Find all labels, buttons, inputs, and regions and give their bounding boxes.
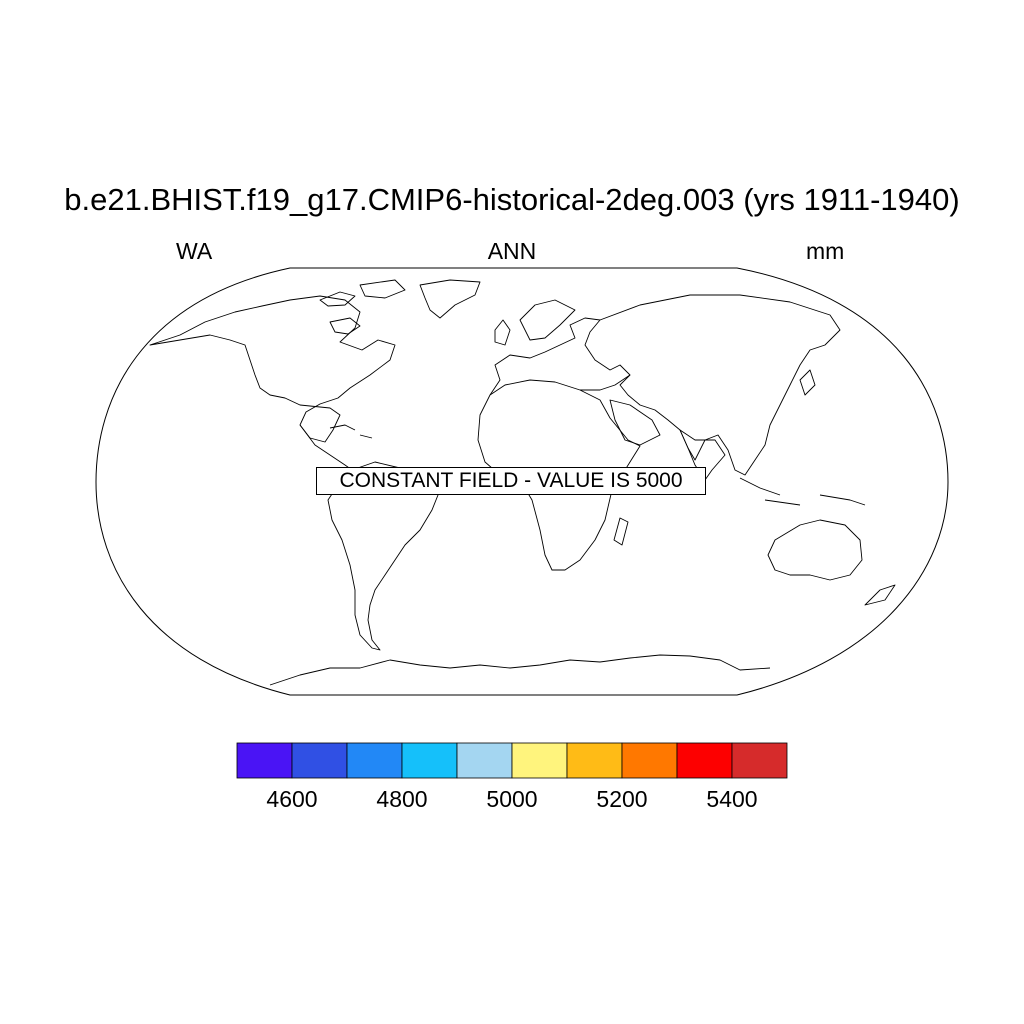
colorbar-swatch [731, 742, 788, 779]
variable-label: WA [176, 238, 213, 264]
plot-title: b.e21.BHIST.f19_g17.CMIP6-historical-2de… [64, 182, 960, 217]
colorbar-swatch [621, 742, 678, 779]
colorbar-swatch [291, 742, 348, 779]
colorbar-swatch [401, 742, 458, 779]
colorbar-tick-label: 5000 [486, 786, 538, 812]
colorbar-swatch [676, 742, 733, 779]
colorbar-tick-label: 4600 [266, 786, 318, 812]
season-label: ANN [487, 238, 537, 264]
colorbar-tick-label: 5400 [706, 786, 758, 812]
colorbar-swatch [346, 742, 403, 779]
colorbar-swatch [456, 742, 513, 779]
colorbar-tick-label: 4800 [376, 786, 428, 812]
colorbar-tick-label: 5200 [596, 786, 648, 812]
colorbar-swatch [566, 742, 623, 779]
constant-field-notice: CONSTANT FIELD - VALUE IS 5000 [316, 467, 706, 495]
colorbar-swatch [511, 742, 568, 779]
units-label: mm [806, 238, 845, 264]
colorbar-swatch [236, 742, 293, 779]
